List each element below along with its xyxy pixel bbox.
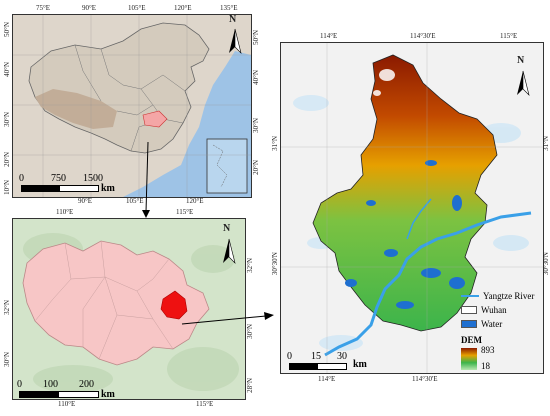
lat-label: 31°N — [271, 136, 279, 151]
lat-label-right: 20°N — [252, 160, 260, 175]
scale-unit: km — [353, 359, 367, 370]
legend-river-label: Yangtze River — [483, 291, 535, 301]
legend: Yangtze River Wuhan Water — [461, 289, 534, 331]
lon-label-bottom: 105°E — [126, 197, 144, 205]
lat-label: 30°N — [3, 112, 11, 127]
lat-label: 50°N — [3, 22, 11, 37]
lon-label-bottom: 120°E — [186, 197, 204, 205]
lat-label-right: 31°N — [542, 136, 550, 151]
hubei-map-panel: N 0 100 200 km — [12, 218, 246, 400]
lon-label-bottom: 114°30'E — [412, 375, 438, 383]
lat-label-right: 30°N — [252, 118, 260, 133]
lat-label: 30°N — [3, 352, 11, 367]
legend-water-label: Water — [481, 319, 503, 329]
lon-label: 135°E — [220, 4, 238, 12]
lon-label-bottom: 115°E — [196, 400, 214, 408]
dem-max-label: 893 — [481, 345, 495, 355]
dem-min-label: 18 — [481, 361, 490, 371]
lon-label: 75°E — [36, 4, 51, 12]
scale-unit: km — [101, 183, 115, 194]
china-map-panel: N 0 750 1500 km — [12, 14, 252, 198]
lon-label: 90°E — [82, 4, 97, 12]
scale-label-0: 0 — [19, 173, 24, 184]
scale-label-2: 30 — [337, 351, 347, 362]
scale-label-1: 15 — [311, 351, 321, 362]
wuhan-dem-map — [281, 43, 543, 373]
north-label: N — [229, 14, 237, 25]
china-map — [13, 15, 251, 197]
scale-bar — [289, 363, 347, 370]
hubei-map — [13, 219, 245, 399]
lon-label: 115°E — [500, 32, 518, 40]
lon-label: 110°E — [56, 208, 74, 216]
scale-label-2: 200 — [79, 379, 94, 390]
north-arrow-icon — [515, 63, 531, 102]
lon-label: 114°E — [320, 32, 338, 40]
lon-label: 114°30'E — [410, 32, 436, 40]
legend-wuhan-label: Wuhan — [481, 305, 507, 315]
scale-bar — [19, 391, 99, 398]
wuhan-map-panel: N Yangtze River Wuhan Water DEM 893 18 0… — [280, 42, 544, 374]
lat-label-right: 50°N — [252, 30, 260, 45]
scale-unit: km — [101, 389, 115, 400]
north-arrow-icon — [221, 231, 237, 270]
north-label: N — [517, 55, 525, 66]
lon-label-bottom: 114°E — [318, 375, 336, 383]
lat-label: 20°N — [3, 152, 11, 167]
north-arrow-icon — [227, 21, 243, 60]
lon-label-bottom: 110°E — [58, 400, 76, 408]
legend-water: Water — [461, 317, 534, 331]
legend-wuhan: Wuhan — [461, 303, 534, 317]
north-label: N — [223, 223, 231, 234]
dem-title: DEM — [461, 335, 482, 345]
lat-label: 32°N — [3, 300, 11, 315]
lat-label-right: 32°N — [246, 258, 254, 273]
lat-label-right: 28°N — [246, 378, 254, 393]
lat-label-right: 30°30'N — [542, 252, 550, 276]
scale-label-1: 750 — [51, 173, 66, 184]
lat-label: 10°N — [3, 180, 11, 195]
scale-label-0: 0 — [17, 379, 22, 390]
legend-river: Yangtze River — [461, 289, 534, 303]
connector-arrow-icon — [142, 141, 150, 218]
connector-arrow-icon — [181, 312, 274, 325]
dem-color-ramp — [461, 348, 477, 370]
lat-label: 30°30'N — [271, 252, 279, 276]
lon-label: 120°E — [174, 4, 192, 12]
scale-label-2: 1500 — [83, 173, 103, 184]
lon-label: 115°E — [176, 208, 194, 216]
lat-label-right: 40°N — [252, 70, 260, 85]
scale-bar — [21, 185, 99, 192]
lat-label: 40°N — [3, 62, 11, 77]
lon-label-bottom: 90°E — [78, 197, 93, 205]
scale-label-1: 100 — [43, 379, 58, 390]
scale-label-0: 0 — [287, 351, 292, 362]
lon-label: 105°E — [128, 4, 146, 12]
